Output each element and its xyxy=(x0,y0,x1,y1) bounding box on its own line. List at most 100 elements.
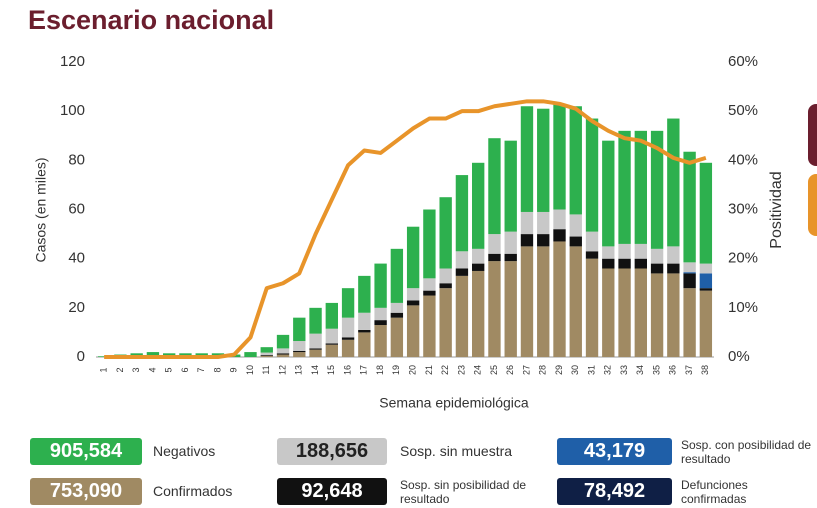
x-axis-title: Semana epidemiológica xyxy=(379,395,529,411)
bar-segment xyxy=(634,130,647,244)
bar-segment xyxy=(244,352,257,357)
x-tick-label: 19 xyxy=(391,365,401,375)
y-tick-label: 40 xyxy=(68,250,85,267)
bar-segment xyxy=(683,273,696,289)
bar-segment xyxy=(537,246,550,357)
bar-segment xyxy=(276,354,290,357)
bar-segment xyxy=(520,246,534,357)
bar-segment xyxy=(667,118,680,247)
bar-segment xyxy=(602,140,615,247)
bar-segment xyxy=(374,263,387,308)
bar-segment xyxy=(553,103,566,210)
bar-segment xyxy=(374,320,387,326)
bar-segment xyxy=(569,106,582,215)
bar-segment xyxy=(553,209,566,230)
x-tick-label: 1 xyxy=(99,367,109,372)
bar-segment xyxy=(504,140,517,232)
x-tick-label: 24 xyxy=(473,365,483,375)
bar-segment xyxy=(455,175,469,252)
bar-segment xyxy=(325,344,338,357)
bar-segment xyxy=(260,352,273,356)
bar-segment xyxy=(683,272,696,274)
x-tick-label: 10 xyxy=(245,365,255,375)
bar-segment xyxy=(618,243,631,259)
bar-segment xyxy=(585,258,599,357)
bar-segment xyxy=(260,355,273,356)
total-label: Confirmados xyxy=(153,483,233,499)
bar-segment xyxy=(374,307,387,321)
total-label: Sosp. con posibilidad de resultado xyxy=(681,437,812,466)
x-tick-label: 23 xyxy=(456,365,466,375)
y2-tick-label: 20% xyxy=(728,250,758,267)
total-label: Sosp. sin posibilidad de resultado xyxy=(400,477,527,506)
bar-segment xyxy=(341,337,355,340)
chart-title: Escenario nacional xyxy=(28,5,274,35)
y-tick-label: 100 xyxy=(60,102,85,119)
bar-segment xyxy=(439,268,452,284)
y-tick-label: 60 xyxy=(68,200,85,217)
bar-segment xyxy=(406,300,420,306)
y2-tick-label: 0% xyxy=(728,348,750,365)
bar-segment xyxy=(569,214,582,237)
total-box: 905,584 xyxy=(30,438,142,465)
bar-segment xyxy=(569,236,582,247)
bar-segment xyxy=(390,248,404,303)
bar-segment xyxy=(325,328,338,344)
bar-segment xyxy=(325,302,338,329)
bar-segment xyxy=(309,348,322,350)
bar-segment xyxy=(683,288,696,357)
x-tick-label: 29 xyxy=(554,365,564,375)
x-tick-label: 5 xyxy=(164,367,174,372)
x-tick-label: 16 xyxy=(342,365,352,375)
bar-segment xyxy=(358,329,371,333)
bar-segment xyxy=(667,246,680,264)
bar-segment xyxy=(439,283,452,289)
x-tick-label: 32 xyxy=(603,365,613,375)
x-tick-label: 13 xyxy=(294,365,304,375)
bar-segment xyxy=(325,343,338,345)
bar-segment xyxy=(146,352,160,357)
bar-segment xyxy=(504,261,517,357)
x-tick-label: 18 xyxy=(375,365,385,375)
bar-segment xyxy=(423,278,436,291)
bar-segment xyxy=(358,312,371,330)
y2-tick-label: 50% xyxy=(728,102,758,119)
bar-segment xyxy=(650,273,664,357)
bar-segment xyxy=(260,355,273,357)
x-tick-label: 3 xyxy=(131,367,141,372)
y2-axis-title: Positividad xyxy=(768,171,785,248)
bar-segment xyxy=(683,262,696,273)
positivity-line xyxy=(104,99,707,359)
x-tick-label: 25 xyxy=(489,365,499,375)
bar-segment xyxy=(341,339,355,357)
bar-segment xyxy=(650,263,664,274)
bar-segment xyxy=(667,273,680,357)
bar-segment xyxy=(585,118,599,232)
y2-tick-label: 60% xyxy=(728,53,758,70)
bar-segment xyxy=(634,258,647,269)
bar-segment xyxy=(699,290,713,357)
bar-segment xyxy=(439,288,452,357)
bar-segment xyxy=(602,268,615,357)
bar-segment xyxy=(520,234,534,247)
total-box: 92,648 xyxy=(277,478,387,505)
x-tick-label: 17 xyxy=(359,365,369,375)
y2-tick-label: 40% xyxy=(728,151,758,168)
x-tick-label: 9 xyxy=(229,367,239,372)
bar-segment xyxy=(472,263,485,271)
bar-segment xyxy=(553,229,566,242)
bar-segment xyxy=(276,334,290,349)
bar-segment xyxy=(553,241,566,357)
bar-segment xyxy=(504,231,517,254)
x-tick-label: 36 xyxy=(668,365,678,375)
bar-segment xyxy=(699,162,713,264)
y-tick-label: 120 xyxy=(60,53,85,70)
bar-segment xyxy=(390,302,404,313)
bar-segment xyxy=(488,234,501,254)
bar-segment xyxy=(488,253,501,262)
bar-segment xyxy=(488,138,501,235)
total-label: Sosp. sin muestra xyxy=(400,443,513,459)
bar-segment xyxy=(406,305,420,357)
bar-segment xyxy=(618,258,631,269)
bar-segment xyxy=(358,332,371,357)
